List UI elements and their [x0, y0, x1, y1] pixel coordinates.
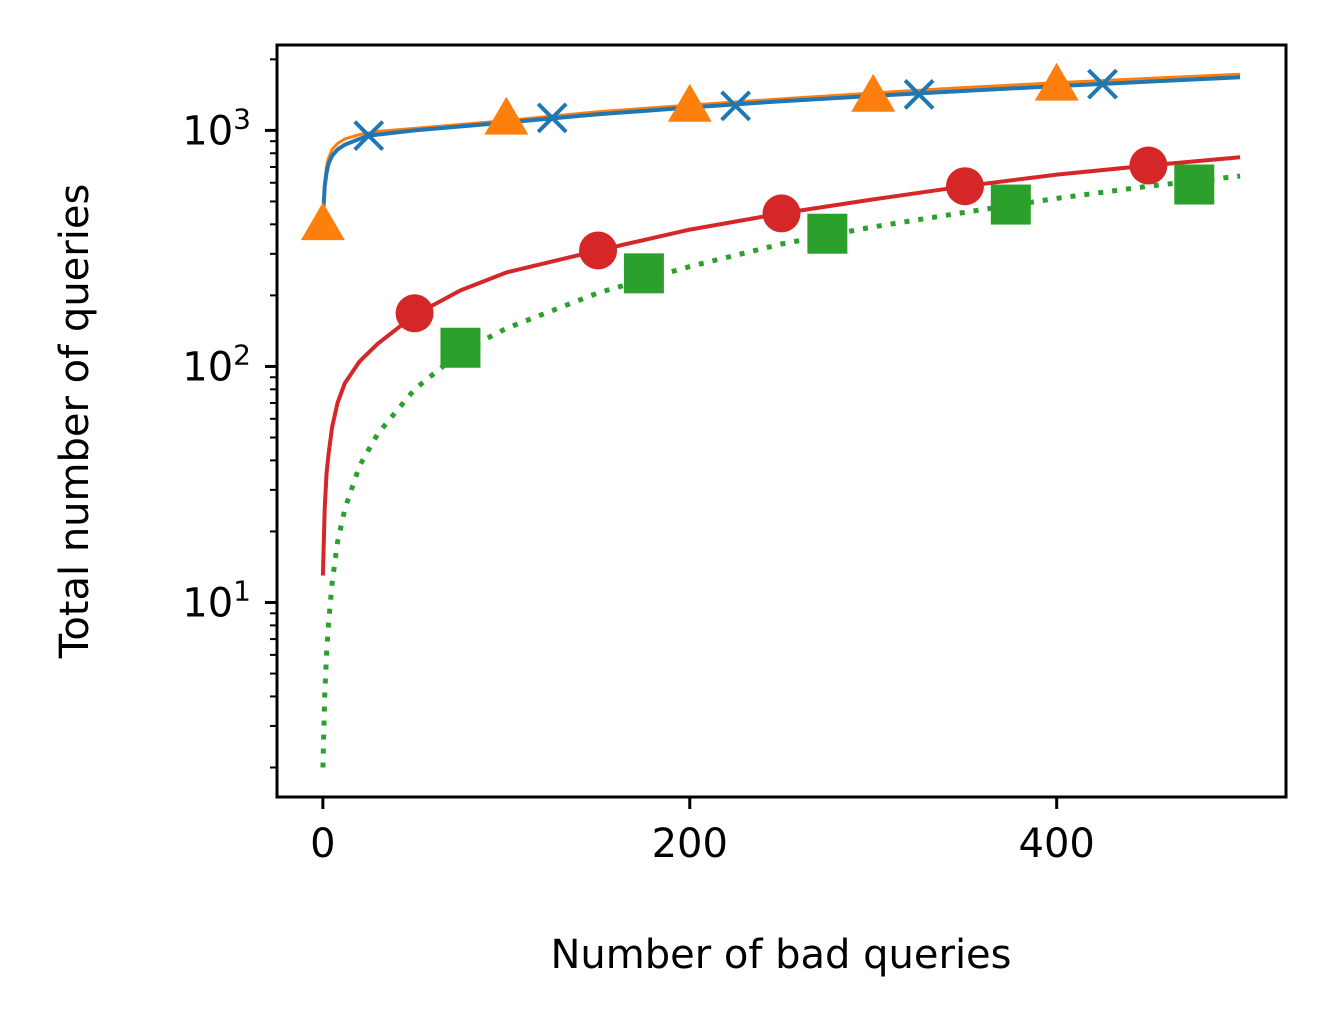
y-tick-label: 102: [182, 338, 251, 390]
plot-frame: [275, 43, 1288, 799]
y-tick-label: 103: [182, 102, 251, 154]
data-point: [440, 327, 481, 368]
data-point: [762, 194, 801, 233]
data-point: [807, 213, 848, 254]
x-tick-label: 200: [652, 821, 728, 867]
x-axis-title: Number of bad queries: [550, 932, 1011, 978]
data-point: [536, 102, 568, 134]
data-point: [667, 83, 712, 122]
x-tick-label: 0: [310, 821, 335, 867]
data-point: [1034, 62, 1079, 101]
plot-area: [320, 72, 1241, 768]
data-point: [1174, 164, 1215, 205]
data-point: [851, 73, 896, 112]
data-point: [990, 184, 1031, 225]
data-point: [484, 96, 529, 135]
data-point: [1129, 146, 1168, 185]
x-tick-label: 400: [1019, 821, 1095, 867]
data-point: [1087, 68, 1118, 100]
y-axis: 101 102 103: [182, 58, 277, 769]
data-point: [720, 90, 752, 122]
data-point: [945, 167, 984, 206]
marker-layer: [300, 62, 1215, 368]
series-line: [320, 75, 1241, 220]
data-point: [903, 79, 935, 110]
data-point: [395, 294, 434, 333]
data-point: [623, 253, 664, 294]
data-point: [353, 120, 385, 152]
data-point: [579, 231, 618, 270]
data-point: [300, 202, 345, 241]
y-axis-title: Total number of queries: [52, 184, 98, 660]
series-line: [320, 173, 1241, 768]
x-axis: 0 200 400: [310, 797, 1095, 867]
y-tick-label: 101: [182, 575, 251, 627]
